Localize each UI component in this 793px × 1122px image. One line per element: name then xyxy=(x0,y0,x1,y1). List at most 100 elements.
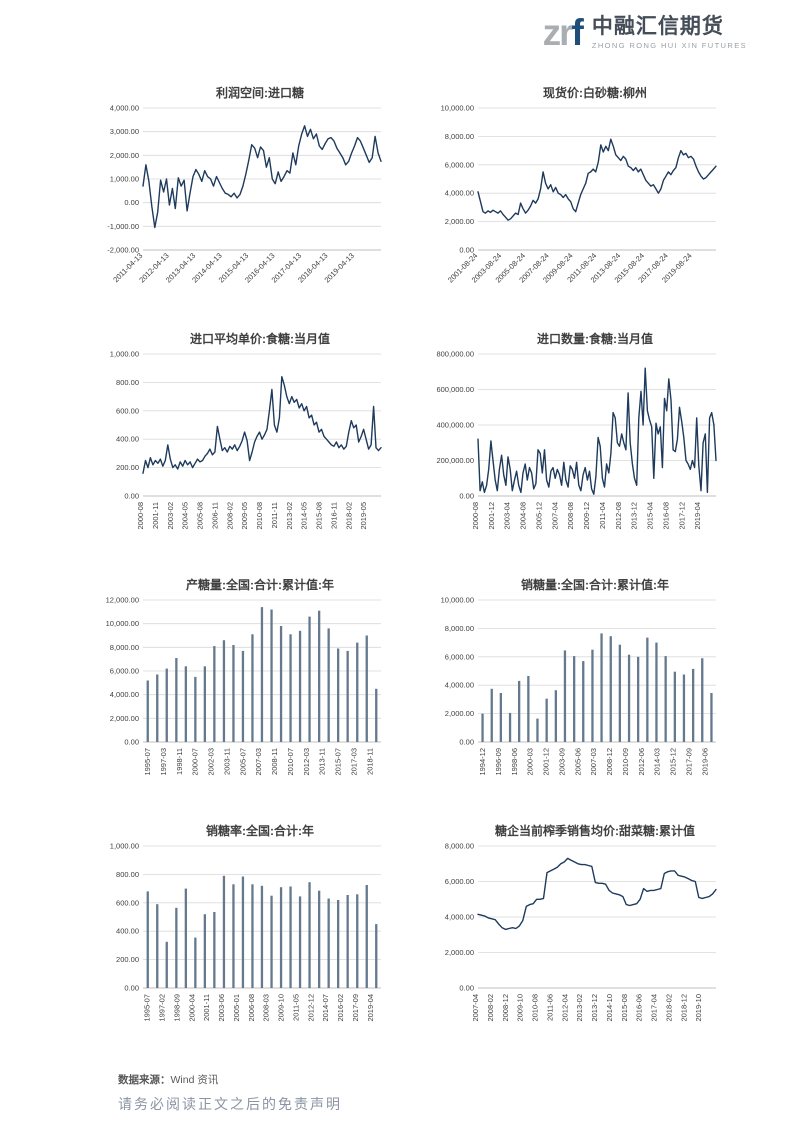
svg-text:2008-08: 2008-08 xyxy=(566,502,575,530)
company-logo: zrf 中融汇信期货 ZHONG RONG HUI XIN FUTURES xyxy=(543,14,747,51)
logo-letter-f: f xyxy=(571,12,584,53)
svg-text:8,000.00: 8,000.00 xyxy=(445,842,474,851)
svg-text:2009-10: 2009-10 xyxy=(516,994,525,1022)
svg-text:2015-12: 2015-12 xyxy=(669,748,678,776)
svg-text:6,000.00: 6,000.00 xyxy=(110,667,139,676)
svg-text:0.00: 0.00 xyxy=(124,492,139,501)
chart-plot-area: 10,000.00 8,000.00 6,000.00 4,000.00 2,000.0… xyxy=(441,104,717,285)
svg-text:2017-03: 2017-03 xyxy=(349,748,358,776)
page-header: zrf 中融汇信期货 ZHONG RONG HUI XIN FUTURES xyxy=(0,0,793,72)
svg-text:10,000.00: 10,000.00 xyxy=(441,596,474,605)
svg-text:2006-08: 2006-08 xyxy=(247,994,256,1022)
svg-text:2010-09: 2010-09 xyxy=(621,748,630,776)
svg-text:2009-10: 2009-10 xyxy=(277,994,286,1022)
zrf-logo-icon: zrf xyxy=(543,12,584,53)
chart-title: 现货价:白砂糖:柳州 xyxy=(543,86,647,100)
svg-text:2012-04: 2012-04 xyxy=(560,994,569,1022)
svg-text:2019-06: 2019-06 xyxy=(700,748,709,776)
svg-text:2008-11: 2008-11 xyxy=(270,748,279,775)
svg-text:2003-11: 2003-11 xyxy=(223,748,232,775)
svg-text:1996-09: 1996-09 xyxy=(494,748,503,776)
data-source-label: 数据来源： xyxy=(118,1074,171,1086)
chart-sugar-sales-volume: 销糖量:全国:合计:累计值:年 10,000.00 8,000.00 6,000.0… xyxy=(430,576,720,810)
svg-text:2013-11: 2013-11 xyxy=(318,748,327,775)
svg-text:1,000.00: 1,000.00 xyxy=(110,350,139,359)
svg-text:800.00: 800.00 xyxy=(116,870,139,879)
svg-text:2013-12: 2013-12 xyxy=(590,994,599,1022)
svg-text:2018-02: 2018-02 xyxy=(344,502,353,530)
svg-text:2019-10: 2019-10 xyxy=(694,994,703,1022)
svg-text:2008-02: 2008-02 xyxy=(225,502,234,530)
svg-text:2003-02: 2003-02 xyxy=(166,502,175,530)
svg-text:2019-05: 2019-05 xyxy=(359,502,368,530)
svg-text:2005-12: 2005-12 xyxy=(535,502,544,530)
svg-text:2016-08: 2016-08 xyxy=(661,502,670,530)
svg-text:400.00: 400.00 xyxy=(116,435,139,444)
svg-text:2008-12: 2008-12 xyxy=(501,994,510,1022)
svg-text:10,000.00: 10,000.00 xyxy=(106,619,139,628)
chart-plot-area: 800,000.00 600,000.00 400,000.00 200,000.00… xyxy=(436,350,717,530)
svg-text:2015-08: 2015-08 xyxy=(620,994,629,1022)
svg-text:1998-06: 1998-06 xyxy=(510,748,519,776)
chart-title: 销糖率:全国:合计:年 xyxy=(206,824,314,838)
svg-text:1,000.00: 1,000.00 xyxy=(110,175,139,184)
svg-text:2014-05: 2014-05 xyxy=(300,502,309,530)
svg-text:2018-12: 2018-12 xyxy=(679,994,688,1022)
svg-text:2015-08: 2015-08 xyxy=(315,502,324,530)
svg-text:2007-04: 2007-04 xyxy=(471,994,480,1022)
chart-plot-area: 1,000.00 800.00 600.00 400.00 200.00 0.00 1995… xyxy=(110,842,381,1022)
svg-text:1995-07: 1995-07 xyxy=(143,748,152,776)
svg-text:0.00: 0.00 xyxy=(459,492,474,501)
svg-text:6,000.00: 6,000.00 xyxy=(445,877,474,886)
data-source-value: Wind 资讯 xyxy=(170,1074,219,1086)
svg-text:2001-11: 2001-11 xyxy=(151,502,160,529)
svg-text:1,000.00: 1,000.00 xyxy=(110,842,139,851)
svg-text:2015-04: 2015-04 xyxy=(646,502,655,530)
svg-text:2013-12: 2013-12 xyxy=(630,502,639,530)
svg-text:2002-03: 2002-03 xyxy=(207,748,216,776)
svg-text:2005-07: 2005-07 xyxy=(238,748,247,776)
svg-text:2003-06: 2003-06 xyxy=(217,994,226,1022)
svg-text:200.00: 200.00 xyxy=(116,463,139,472)
chart-plot-area: 12,000.00 10,000.00 8,000.00 6,000.00 4,000.… xyxy=(106,596,381,776)
svg-text:0.00: 0.00 xyxy=(124,984,139,993)
svg-text:2017-04: 2017-04 xyxy=(650,994,659,1022)
chart-title: 销糖量:全国:合计:累计值:年 xyxy=(521,578,669,592)
svg-text:2017-09: 2017-09 xyxy=(351,994,360,1022)
svg-text:600.00: 600.00 xyxy=(116,898,139,907)
svg-text:2019-04: 2019-04 xyxy=(366,994,375,1022)
svg-text:2010-07: 2010-07 xyxy=(286,748,295,776)
svg-text:2012-12: 2012-12 xyxy=(306,994,315,1022)
svg-text:0.00: 0.00 xyxy=(124,198,139,207)
svg-text:2016-11: 2016-11 xyxy=(329,502,338,529)
svg-text:2001-12: 2001-12 xyxy=(542,748,551,776)
svg-text:4,000.00: 4,000.00 xyxy=(110,104,139,113)
svg-text:2012-03: 2012-03 xyxy=(302,748,311,776)
svg-text:12,000.00: 12,000.00 xyxy=(106,596,139,605)
chart-plot-area: 4,000.00 3,000.00 2,000.00 1,000.00 0.00 -1,0… xyxy=(107,104,382,285)
svg-text:4,000.00: 4,000.00 xyxy=(110,690,139,699)
svg-text:2011-05: 2011-05 xyxy=(291,994,300,1021)
svg-text:2011-06: 2011-06 xyxy=(545,994,554,1021)
svg-text:6,000.00: 6,000.00 xyxy=(445,160,474,169)
chart-import-quantity: 进口数量:食糖:当月值 800,000.00 600,000.00 400,000.… xyxy=(430,330,720,564)
svg-text:2016-06: 2016-06 xyxy=(635,994,644,1022)
svg-text:2007-03: 2007-03 xyxy=(589,748,598,776)
svg-text:8,000.00: 8,000.00 xyxy=(445,132,474,141)
svg-text:2008-02: 2008-02 xyxy=(486,994,495,1022)
chart-title: 产糖量:全国:合计:累计值:年 xyxy=(186,578,334,592)
svg-text:2014-03: 2014-03 xyxy=(653,748,662,776)
svg-text:2018-02: 2018-02 xyxy=(664,994,673,1022)
chart-grid: 利润空间:进口糖 4,000.00 3,000.00 2,000.00 1,000.0… xyxy=(95,84,793,1056)
chart-beet-sugar-avg-price: 糖企当前榨季销售均价:甜菜糖:累计值 8,000.00 6,000.00 4,000… xyxy=(430,822,720,1056)
svg-text:2000-07: 2000-07 xyxy=(191,748,200,776)
svg-text:2013-02: 2013-02 xyxy=(575,994,584,1022)
svg-text:2012-08: 2012-08 xyxy=(614,502,623,530)
svg-text:2,000.00: 2,000.00 xyxy=(445,709,474,718)
svg-text:2018-11: 2018-11 xyxy=(365,748,374,775)
svg-text:2013-02: 2013-02 xyxy=(285,502,294,530)
svg-text:-2,000.00: -2,000.00 xyxy=(107,246,139,255)
svg-text:4,000.00: 4,000.00 xyxy=(445,681,474,690)
svg-text:2000-04: 2000-04 xyxy=(187,994,196,1022)
svg-text:1995-07: 1995-07 xyxy=(143,994,152,1022)
